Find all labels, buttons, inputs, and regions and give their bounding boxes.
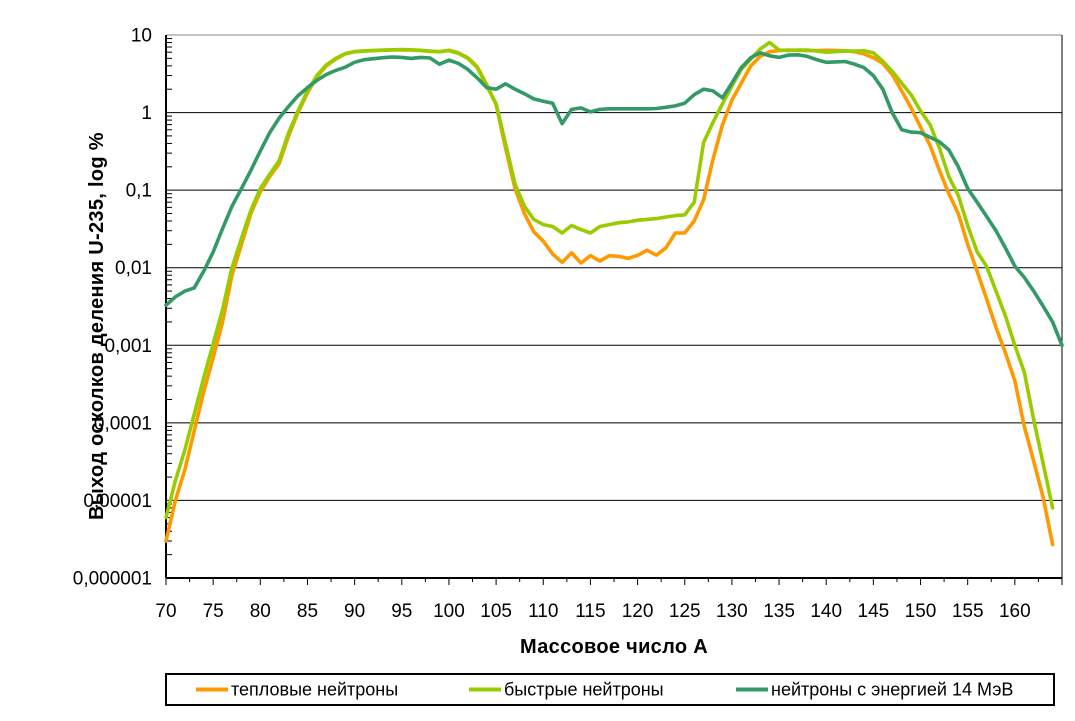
x-tick-label: 145	[858, 601, 890, 622]
x-tick-label: 155	[952, 601, 984, 622]
x-tick-label: 120	[622, 601, 654, 622]
x-tick-label: 115	[575, 601, 605, 622]
x-tick-label: 140	[810, 601, 842, 622]
y-tick-label: 0,00001	[83, 491, 152, 512]
legend-label-thermal: тепловые нейтроны	[231, 679, 399, 699]
x-tick-label: 160	[999, 601, 1031, 622]
y-tick-label: 0,01	[115, 258, 152, 279]
legend-label-14mev: нейтроны с энергией 14 МэВ	[771, 679, 1014, 699]
x-tick-label: 75	[203, 601, 224, 622]
y-tick-label: 10	[131, 26, 152, 47]
x-tick-label: 135	[763, 601, 795, 622]
mev14-line-swatch	[736, 687, 768, 692]
x-tick-label: 105	[480, 601, 512, 622]
curve-mev14	[164, 51, 1064, 348]
y-tick-label: 0,001	[104, 336, 152, 357]
legend-item-fast: быстрые нейтроны	[469, 679, 664, 700]
fast-line-swatch	[469, 687, 501, 692]
x-tick-label: 70	[155, 601, 176, 622]
x-tick-label: 85	[297, 601, 318, 622]
x-tick-label: 100	[433, 601, 465, 622]
x-tick-label: 110	[528, 601, 558, 622]
curve-thermal	[164, 48, 1055, 547]
legend-item-14mev: нейтроны с энергией 14 МэВ	[736, 679, 1013, 700]
x-tick-label: 125	[669, 601, 701, 622]
x-axis-title: Массовое число А	[520, 636, 708, 658]
thermal-line-swatch	[196, 687, 228, 692]
x-tick-label: 130	[716, 601, 748, 622]
legend: тепловые нейтроны быстрые нейтроны нейтр…	[165, 673, 1055, 706]
x-tick-label: 90	[344, 601, 365, 622]
y-tick-label: 0,1	[126, 181, 152, 202]
y-tick-label: 1	[141, 103, 152, 124]
legend-item-thermal: тепловые нейтроны	[196, 679, 398, 700]
x-tick-label: 80	[250, 601, 271, 622]
x-tick-label: 150	[905, 601, 937, 622]
x-tick-label: 95	[391, 601, 412, 622]
y-axis-title: Выход осколков деления U-235, log %	[86, 132, 108, 520]
legend-label-fast: быстрые нейтроны	[504, 679, 664, 699]
y-tick-label: 0,0001	[94, 413, 152, 434]
y-tick-label: 0,000001	[73, 569, 152, 590]
